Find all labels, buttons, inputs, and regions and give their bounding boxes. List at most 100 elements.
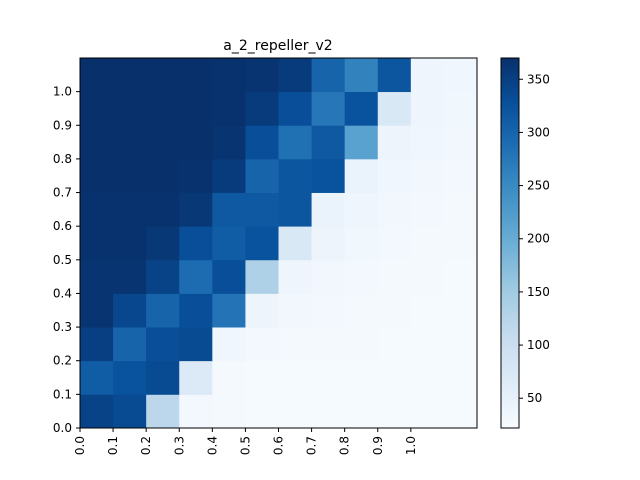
heatmap-cell (278, 58, 312, 93)
heatmap-cell (278, 158, 312, 193)
y-tick-label: 0.4 (53, 286, 72, 300)
heatmap-cell (344, 360, 379, 395)
heatmap-cell (245, 327, 279, 362)
heatmap-cell (245, 293, 279, 328)
heatmap-cell (443, 58, 478, 93)
x-tick-label: 0.8 (338, 436, 352, 455)
heatmap-cell (212, 394, 246, 429)
heatmap-cell (245, 58, 279, 93)
colorbar-gradient (501, 58, 519, 428)
heatmap-cell (212, 158, 246, 193)
heatmap-cell (377, 58, 412, 93)
heatmap-cell (311, 360, 346, 395)
x-tick-label: 0.0 (73, 436, 87, 455)
heatmap-cells (80, 58, 478, 429)
x-axis: 0.0 0.1 0.2 0.3 0.4 0.5 0.6 0.7 0.8 0.9 1.0 (73, 428, 418, 455)
heatmap-cell (212, 58, 246, 93)
heatmap-cell (212, 327, 246, 362)
heatmap-cell (344, 327, 379, 362)
heatmap-cell (311, 226, 346, 261)
heatmap-cell (146, 91, 180, 126)
heatmap-cell (278, 327, 312, 362)
heatmap-cell (410, 293, 445, 328)
heatmap-cell (80, 394, 114, 429)
heatmap-cell (113, 91, 147, 126)
heatmap-cell (146, 293, 180, 328)
heatmap-cell (80, 125, 114, 160)
y-tick-label: 0.8 (53, 152, 72, 166)
heatmap-cell (410, 394, 445, 429)
plot-frame (79, 57, 478, 429)
heatmap-cell (113, 226, 147, 261)
heatmap-cell (410, 158, 445, 193)
heatmap-cell (410, 259, 445, 294)
heatmap-cell (443, 125, 478, 160)
heatmap-cell (179, 394, 213, 429)
heatmap-cell (179, 158, 213, 193)
heatmap-cell (311, 259, 346, 294)
heatmap-cell (113, 259, 147, 294)
heatmap-cell (410, 327, 445, 362)
x-tick-label: 0.6 (272, 436, 286, 455)
heatmap-cell (377, 125, 412, 160)
heatmap-cell (278, 293, 312, 328)
colorbar-tick-label: 300 (527, 125, 550, 139)
heatmap-cell (344, 58, 379, 93)
y-tick-label: 1.0 (53, 85, 72, 99)
heatmap-cell (113, 58, 147, 93)
heatmap-cell (344, 226, 379, 261)
heatmap-cell (410, 226, 445, 261)
heatmap-cell (113, 394, 147, 429)
heatmap-cell (410, 58, 445, 93)
heatmap-cell (344, 259, 379, 294)
colorbar: 50 100 150 200 250 300 350 (500, 57, 550, 429)
heatmap-cell (146, 125, 180, 160)
heatmap-cell (179, 293, 213, 328)
heatmap-cell (146, 158, 180, 193)
heatmap-cell (410, 192, 445, 227)
heatmap-cell (278, 192, 312, 227)
y-tick-label: 0.6 (53, 219, 72, 233)
heatmap-cell (80, 192, 114, 227)
x-tick-label: 1.0 (404, 436, 418, 455)
heatmap-cell (113, 327, 147, 362)
heatmap-cell (311, 192, 346, 227)
heatmap-cell (212, 125, 246, 160)
heatmap-cell (113, 125, 147, 160)
heatmap-cell (146, 226, 180, 261)
heatmap-cell (80, 259, 114, 294)
heatmap-cell (344, 158, 379, 193)
heatmap-cell (146, 259, 180, 294)
heatmap-cell (311, 158, 346, 193)
heatmap-cell (311, 58, 346, 93)
heatmap-cell (179, 360, 213, 395)
y-tick-label: 0.1 (53, 387, 72, 401)
y-tick-label: 0.3 (53, 320, 72, 334)
heatmap-cell (80, 360, 114, 395)
colorbar-frame (500, 57, 520, 429)
heatmap-cell (311, 125, 346, 160)
heatmap-cell (443, 327, 478, 362)
y-tick-label: 0.5 (53, 253, 72, 267)
heatmap-cell (344, 394, 379, 429)
heatmap-cell (311, 394, 346, 429)
heatmap-cell (245, 91, 279, 126)
colorbar-tick-label: 200 (527, 232, 550, 246)
heatmap-cell (278, 226, 312, 261)
heatmap-cell (443, 259, 478, 294)
heatmap-cell (179, 327, 213, 362)
heatmap-cell (377, 394, 412, 429)
heatmap-cell (344, 91, 379, 126)
heatmap-cell (278, 360, 312, 395)
heatmap-cell (443, 293, 478, 328)
heatmap-cell (212, 226, 246, 261)
colorbar-tick-label: 150 (527, 285, 550, 299)
heatmap-cell (146, 360, 180, 395)
heatmap-cell (245, 360, 279, 395)
heatmap-cell (311, 293, 346, 328)
x-tick-label: 0.7 (305, 436, 319, 455)
heatmap-cell (443, 226, 478, 261)
heatmap-cell (80, 158, 114, 193)
heatmap-cell (113, 192, 147, 227)
heatmap-cell (146, 192, 180, 227)
